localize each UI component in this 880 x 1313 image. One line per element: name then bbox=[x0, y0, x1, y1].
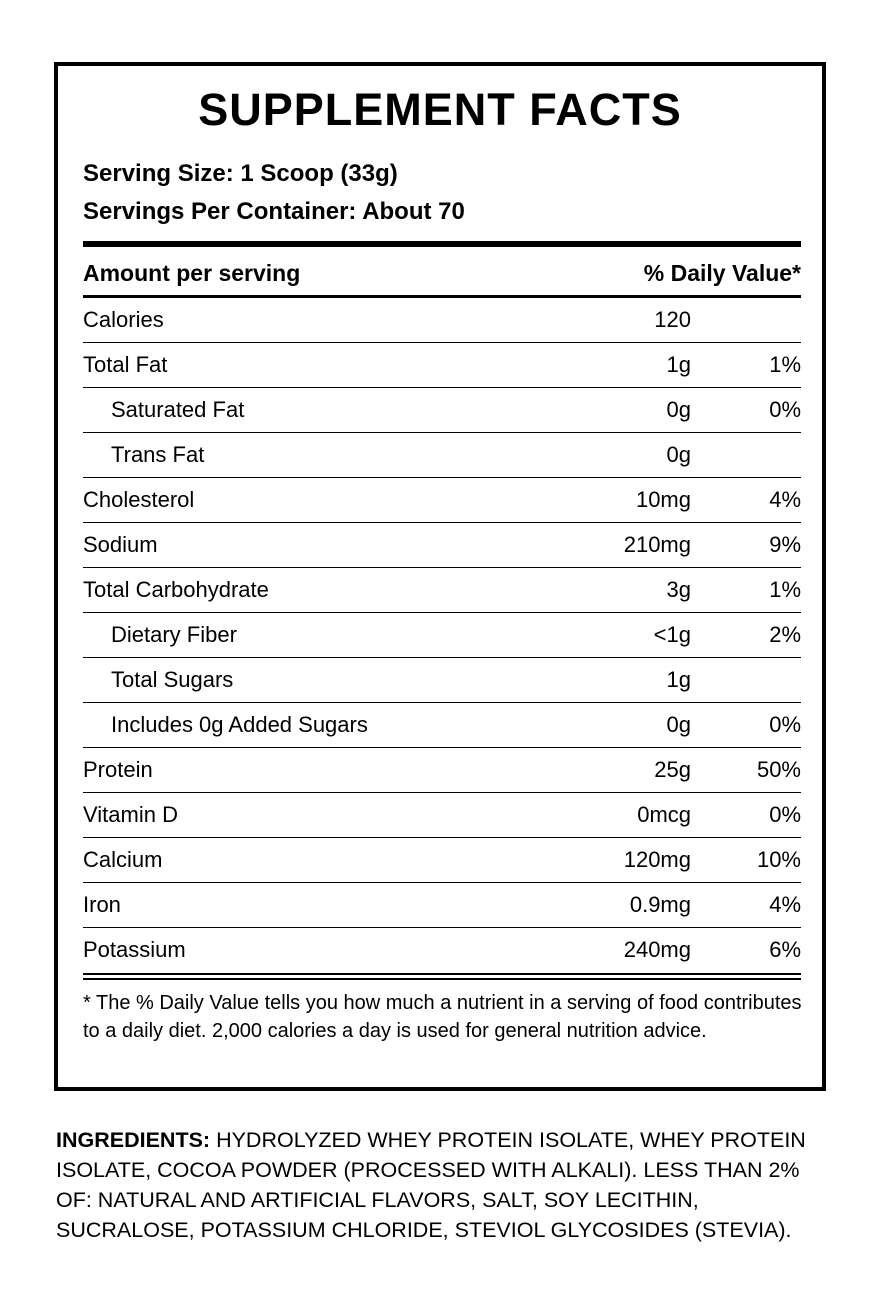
nutrient-name: Calcium bbox=[83, 847, 163, 872]
nutrient-amount: 0.9mg bbox=[629, 892, 691, 917]
table-row: Total Fat 1g 1% bbox=[83, 343, 801, 388]
nutrient-daily-value: 9% bbox=[769, 532, 801, 557]
table-row: Potassium 240mg 6% bbox=[83, 928, 801, 972]
nutrient-daily-value: 0% bbox=[769, 802, 801, 827]
thick-divider bbox=[83, 241, 801, 247]
table-row: Calories 120 bbox=[83, 298, 801, 343]
ingredients-statement: INGREDIENTS: HYDROLYZED WHEY PROTEIN ISO… bbox=[56, 1125, 836, 1245]
nutrient-daily-value: 0% bbox=[769, 397, 801, 422]
nutrient-name: Potassium bbox=[83, 937, 186, 962]
nutrient-name: Iron bbox=[83, 892, 121, 917]
nutrient-amount: 120mg bbox=[623, 847, 691, 872]
nutrient-daily-value: 6% bbox=[769, 937, 801, 962]
nutrient-name: Trans Fat bbox=[111, 442, 205, 467]
label-title: SUPPLEMENT FACTS bbox=[198, 84, 682, 135]
table-row: Vitamin D 0mcg 0% bbox=[83, 793, 801, 838]
nutrient-amount: 0g bbox=[666, 397, 691, 422]
nutrient-amount: 120 bbox=[654, 307, 691, 332]
nutrient-amount: 1g bbox=[666, 352, 691, 377]
nutrient-daily-value: 50% bbox=[756, 757, 801, 782]
daily-value-heading: % Daily Value* bbox=[643, 260, 801, 286]
nutrient-amount: 210mg bbox=[623, 532, 691, 557]
supplement-facts-panel: SUPPLEMENT FACTS Serving Size: 1 Scoop (… bbox=[54, 62, 826, 1091]
nutrient-name: Includes 0g Added Sugars bbox=[111, 712, 368, 737]
table-row: Total Sugars 1g bbox=[83, 658, 801, 703]
table-row: Dietary Fiber <1g 2% bbox=[83, 613, 801, 658]
nutrient-name: Total Carbohydrate bbox=[83, 577, 269, 602]
nutrient-amount: 1g bbox=[666, 667, 691, 692]
bottom-divider bbox=[83, 978, 801, 980]
serving-size: Serving Size: 1 Scoop (33g) bbox=[83, 160, 398, 187]
nutrient-amount: 0g bbox=[666, 712, 691, 737]
ingredients-label: INGREDIENTS: bbox=[56, 1128, 211, 1152]
nutrient-amount: 25g bbox=[654, 757, 691, 782]
nutrient-name: Sodium bbox=[83, 532, 158, 557]
nutrient-amount: 240mg bbox=[623, 937, 691, 962]
bottom-divider bbox=[83, 973, 801, 975]
header-divider bbox=[83, 295, 801, 298]
nutrient-daily-value: 10% bbox=[756, 847, 801, 872]
table-row: Iron 0.9mg 4% bbox=[83, 883, 801, 928]
nutrient-daily-value: 0% bbox=[769, 712, 801, 737]
nutrient-daily-value: 4% bbox=[769, 892, 801, 917]
nutrient-name: Vitamin D bbox=[83, 802, 178, 827]
nutrient-daily-value: 4% bbox=[769, 487, 801, 512]
table-row: Total Carbohydrate 3g 1% bbox=[83, 568, 801, 613]
nutrient-name: Saturated Fat bbox=[111, 397, 245, 422]
ingredients-list: HYDROLYZED WHEY PROTEIN ISOLATE, WHEY PR… bbox=[56, 1128, 806, 1242]
nutrient-daily-value: 1% bbox=[769, 577, 801, 602]
nutrient-amount: 0g bbox=[666, 442, 691, 467]
table-row: Trans Fat 0g bbox=[83, 433, 801, 478]
nutrient-daily-value: 2% bbox=[769, 622, 801, 647]
nutrient-name: Total Sugars bbox=[111, 667, 234, 692]
servings-per-container: Servings Per Container: About 70 bbox=[83, 198, 465, 225]
nutrient-table: Calories 120 Total Fat 1g 1% Saturated F… bbox=[83, 298, 801, 972]
table-row: Calcium 120mg 10% bbox=[83, 838, 801, 883]
table-row: Includes 0g Added Sugars 0g 0% bbox=[83, 703, 801, 748]
nutrient-amount: 3g bbox=[666, 577, 691, 602]
table-row: Sodium 210mg 9% bbox=[83, 523, 801, 568]
nutrient-amount: 10mg bbox=[635, 487, 691, 512]
nutrient-amount: 0mcg bbox=[637, 802, 691, 827]
nutrient-name: Total Fat bbox=[83, 352, 168, 377]
nutrient-name: Cholesterol bbox=[83, 487, 195, 512]
table-row: Protein 25g 50% bbox=[83, 748, 801, 793]
nutrient-name: Dietary Fiber bbox=[111, 622, 237, 647]
table-header: Amount per serving % Daily Value* bbox=[83, 259, 801, 287]
table-row: Saturated Fat 0g 0% bbox=[83, 388, 801, 433]
table-row: Cholesterol 10mg 4% bbox=[83, 478, 801, 523]
amount-per-serving-heading: Amount per serving bbox=[83, 260, 301, 286]
nutrient-name: Protein bbox=[83, 757, 153, 782]
nutrient-amount: <1g bbox=[653, 622, 691, 647]
nutrient-name: Calories bbox=[83, 307, 164, 332]
daily-value-footnote: * The % Daily Value tells you how much a… bbox=[83, 992, 802, 1042]
nutrient-daily-value: 1% bbox=[769, 352, 801, 377]
